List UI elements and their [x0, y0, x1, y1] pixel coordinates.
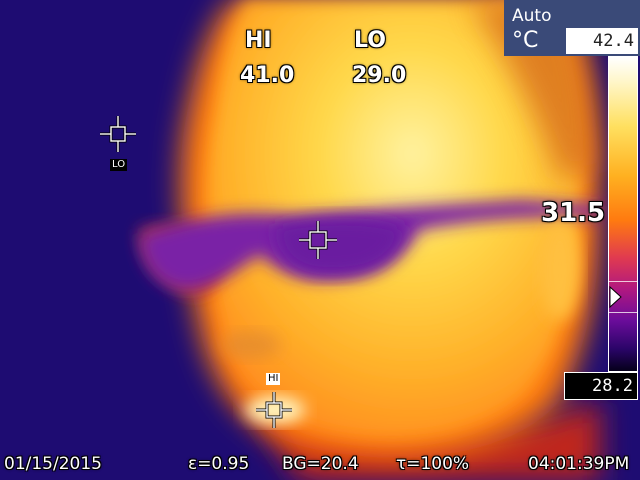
neck-region [230, 380, 600, 480]
scale-mode-label: Auto [512, 6, 552, 26]
date-readout: 01/15/2015 [4, 454, 102, 474]
ear [540, 220, 580, 320]
hi-value: 41.0 [240, 63, 295, 88]
scale-min-value: 28.2 [564, 372, 638, 400]
scale-max-value: 42.4 [566, 28, 638, 54]
time-readout: 04:01:39PM [528, 454, 630, 474]
temperature-unit: °C [512, 28, 539, 53]
nostril-shadow [220, 331, 280, 359]
hi-spot-marker-icon [256, 392, 292, 428]
emissivity-readout: ε=0.95 [188, 454, 250, 474]
transmission-readout: τ=100% [396, 454, 470, 474]
sunglasses-lens [275, 217, 405, 276]
lo-value: 29.0 [352, 63, 407, 88]
lo-spot-marker-icon [100, 116, 136, 152]
color-scale-bar [608, 56, 638, 372]
background-temp-readout: BG=20.4 [282, 454, 359, 474]
hi-spot-tag: HI [266, 373, 281, 385]
lo-spot-tag: LO [110, 159, 128, 171]
hi-label: HI [245, 28, 272, 53]
center-spot-marker-icon [299, 221, 337, 259]
scale-pointer-icon [608, 281, 638, 313]
center-spot-temp: 31.5 [541, 198, 606, 228]
lo-label: LO [354, 28, 386, 53]
mouth-hotspot [245, 396, 305, 424]
